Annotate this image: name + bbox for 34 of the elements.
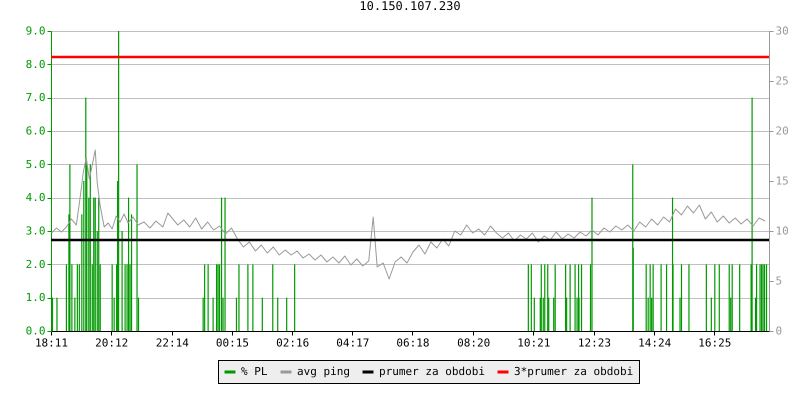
y-tick-label: 0.0 (26, 324, 46, 338)
x-tick-label: 22:14 (156, 336, 190, 350)
y2-tick-label: 20 (776, 124, 789, 138)
y2-tick-label: 30 (776, 24, 789, 38)
legend-label: prumer za obdobi (379, 365, 485, 378)
x-tick-label: 04:17 (336, 336, 370, 350)
y2-tick-label: 15 (776, 174, 789, 188)
y-tick-label: 5.0 (26, 158, 46, 171)
x-tick-label: 14:24 (638, 336, 672, 350)
y2-tick-label: 10 (776, 224, 789, 238)
legend-label: % PL (241, 365, 268, 378)
y-tick-label: 1.0 (26, 291, 46, 304)
y2-tick-label: 5 (776, 274, 782, 288)
legend-label: 3*prumer za obdobi (514, 365, 634, 378)
x-tick-label: 02:16 (276, 336, 310, 350)
x-tick-label: 00:15 (216, 336, 250, 350)
y-tick-label: 2.0 (26, 258, 46, 271)
y-tick-label: 8.0 (26, 58, 46, 71)
x-tick-label: 06:18 (396, 336, 430, 350)
legend-label: avg ping (297, 365, 350, 378)
y-tick-label: 3.0 (26, 224, 46, 238)
y-tick-label: 7.0 (26, 91, 46, 104)
y-tick-label: 9.0 (26, 24, 46, 38)
y2-tick-label: 25 (776, 74, 789, 88)
y2-tick-label: 0 (776, 324, 782, 338)
y-tick-label: 4.0 (26, 191, 46, 204)
chart-title: 10.150.107.230 (359, 0, 461, 13)
x-tick-label: 08:20 (457, 336, 490, 350)
x-tick-label: 10:21 (517, 336, 550, 350)
x-tick-label: 18:11 (34, 336, 68, 350)
y-tick-label: 6.0 (26, 124, 46, 138)
x-tick-label: 20:12 (95, 336, 128, 350)
x-tick-label: 16:25 (698, 336, 732, 350)
x-tick-label: 12:23 (578, 336, 612, 350)
